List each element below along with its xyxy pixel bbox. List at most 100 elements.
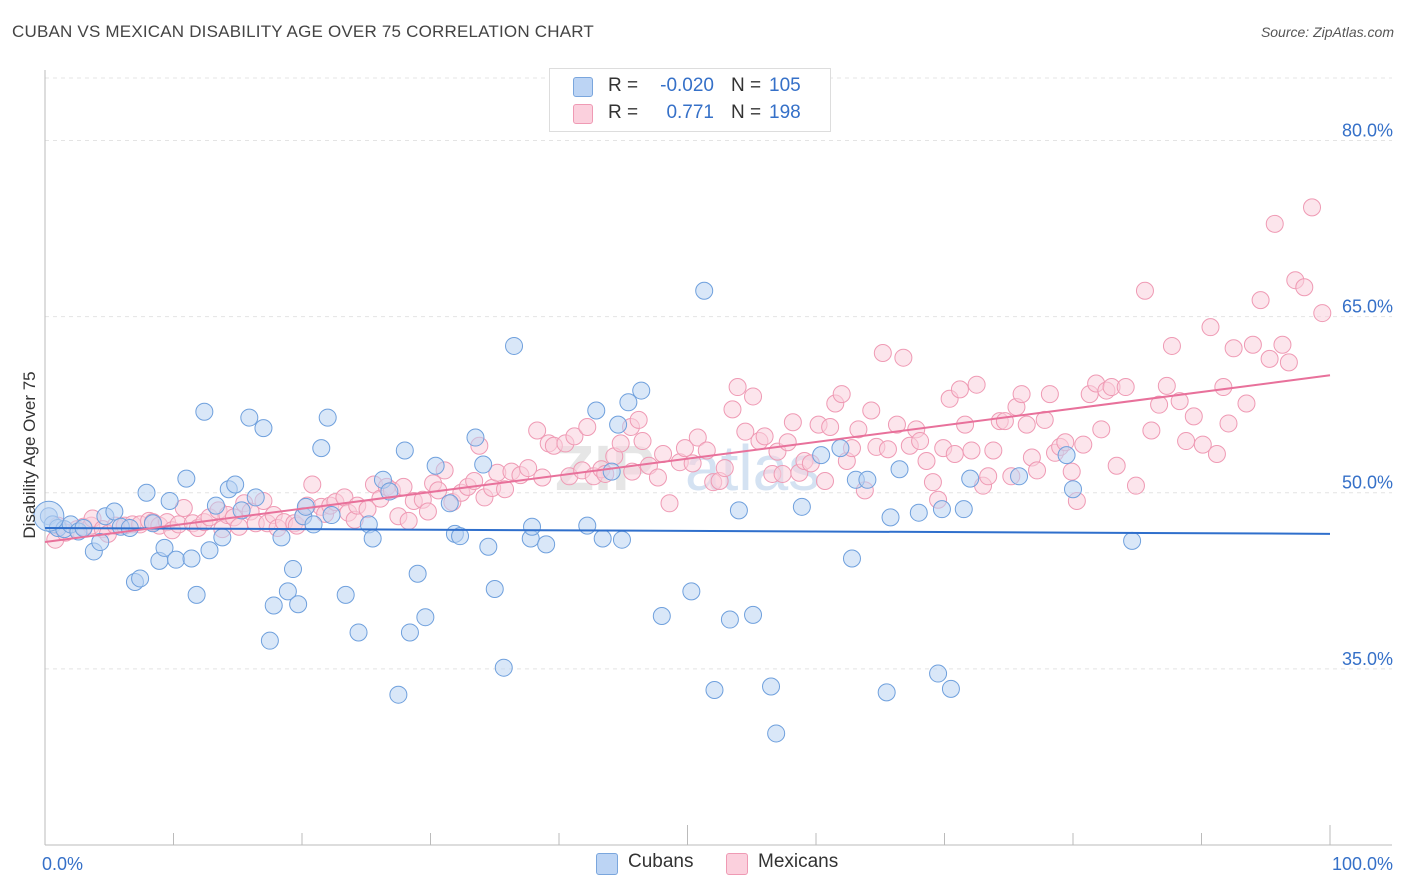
mexicans-point (887, 415, 906, 434)
mexicans-n-value: 198 (769, 102, 801, 123)
cubans-point (264, 596, 283, 615)
cubans-point (195, 402, 214, 421)
cubans-point (304, 515, 323, 534)
mexicans-point (1116, 378, 1135, 397)
mexicans-point (995, 412, 1014, 431)
cubans-point (395, 441, 414, 460)
mexicans-point (1265, 214, 1284, 233)
mexicans-point (1017, 415, 1036, 434)
chart-title: CUBAN VS MEXICAN DISABILITY AGE OVER 75 … (12, 22, 594, 41)
cubans-point (602, 462, 621, 481)
cubans-point (466, 428, 485, 447)
cubans-point (877, 683, 896, 702)
cubans-point (182, 549, 201, 568)
mexicans-point (1012, 385, 1031, 404)
mexicans-point (565, 427, 584, 446)
cubans-point (831, 439, 850, 458)
cubans-point (767, 724, 786, 743)
cubans-point (177, 469, 196, 488)
mexicans-point (1107, 456, 1126, 475)
cubans-point (705, 681, 724, 699)
mexicans-point (862, 401, 881, 420)
cubans-point (349, 623, 368, 642)
mexicans-point (911, 432, 930, 451)
cubans-point (1010, 467, 1029, 486)
cubans-point (254, 419, 273, 438)
cubans-point (537, 535, 556, 554)
legend-r-label: R = (608, 102, 639, 123)
mexicans-point (1028, 461, 1047, 480)
mexicans-point (629, 410, 648, 429)
cubans-point (91, 533, 110, 552)
mexicans-point (611, 434, 630, 453)
cubans-point (312, 439, 331, 458)
cubans-trend-line (44, 526, 1331, 535)
cubans-point (792, 497, 811, 516)
mexicans-point (736, 422, 755, 441)
cubans-point (932, 500, 951, 519)
stats-legend: R = -0.020 N = 105 R = 0.771 N = 198 (549, 68, 831, 132)
cubans-point (206, 496, 225, 515)
cubans-point (954, 500, 973, 519)
cubans-point (160, 491, 179, 510)
legend-r-label: R = (608, 75, 639, 96)
mexicans-point (744, 387, 763, 406)
mexicans-point (1260, 349, 1279, 368)
cubans-point (474, 455, 493, 474)
y-tick-label: 80.0% (1342, 120, 1393, 140)
mexicans-point (783, 413, 802, 432)
mexicans-point (1193, 435, 1212, 454)
mexicans-point (778, 433, 797, 452)
cubans-point (578, 516, 597, 535)
mexicans-point (496, 480, 515, 499)
mexicans-point (945, 444, 964, 463)
cubans-point (652, 607, 671, 626)
legend-row-cubans: R = -0.020 N = 105 (550, 73, 830, 99)
mexicans-point (1201, 318, 1220, 337)
cubans-point (619, 393, 638, 412)
mexicans-point (1177, 432, 1196, 451)
cubans-point (479, 537, 498, 556)
cubans-point (440, 494, 459, 513)
mexicans-point (1040, 385, 1059, 404)
cubans-point (729, 501, 748, 520)
cubans-point (260, 631, 279, 650)
cubans-point (318, 408, 337, 427)
cubans-point (451, 527, 470, 546)
mexicans-point (1295, 278, 1314, 297)
mexicans-point (675, 439, 694, 458)
cubans-point (167, 550, 186, 569)
mexicans-point (230, 517, 249, 536)
cubans-r-value: -0.020 (660, 75, 714, 96)
mexicans-point (1184, 407, 1203, 426)
cubans-point (632, 381, 651, 400)
mexicans-point (1224, 339, 1243, 358)
cubans-point (322, 506, 341, 525)
cubans-large-point (33, 500, 65, 532)
mexicans-point (519, 459, 538, 478)
cubans-point (682, 582, 701, 601)
cubans-point (494, 658, 513, 677)
mexicans-point (873, 343, 892, 362)
cubans-point (400, 623, 419, 642)
cubans-point (389, 685, 408, 704)
mexicans-point (878, 440, 897, 459)
cubans-point (1123, 531, 1142, 550)
mexicans-point (303, 475, 322, 494)
mexicans-point (1074, 435, 1093, 454)
mexicans-point (1062, 462, 1081, 481)
mexicans-point (1157, 376, 1176, 395)
cubans-point (587, 401, 606, 420)
mexicans-point (923, 473, 942, 492)
cubans-point (929, 664, 948, 683)
cubans-point (941, 679, 960, 698)
x-tick-label: 100.0% (1332, 854, 1393, 874)
gridlines (45, 77, 1392, 670)
mexicans-point (967, 375, 986, 394)
y-axis-label: Disability Age Over 75 (20, 371, 39, 538)
cubans-point (695, 281, 714, 300)
mexicans-point (1135, 281, 1154, 300)
chart-source: Source: ZipAtlas.com (1260, 24, 1394, 40)
mexicans-point (723, 400, 742, 419)
